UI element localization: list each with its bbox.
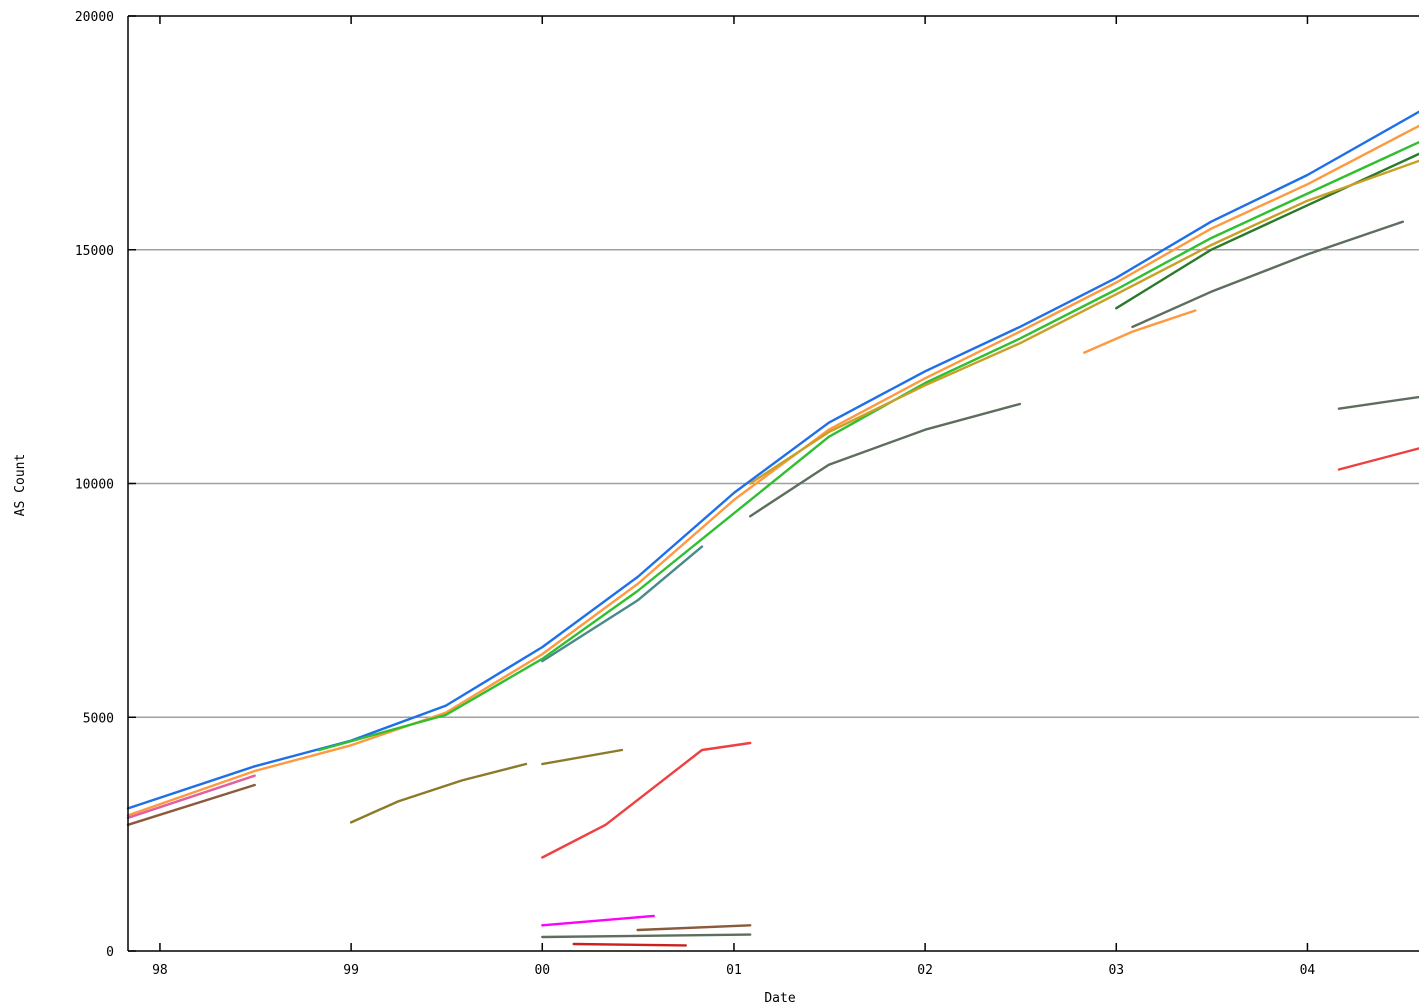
series-line-7 (126, 774, 256, 819)
series-line-17 (541, 914, 655, 927)
series-line-9 (749, 402, 1022, 518)
series-line-19 (541, 933, 752, 939)
series-line-14 (541, 741, 752, 859)
y-axis-title: AS Count (13, 454, 28, 517)
x-tick-label-02: 02 (917, 963, 933, 978)
series-line-13 (541, 748, 624, 766)
y-tick-label-20000: 20000 (75, 10, 114, 25)
x-tick-label-00: 00 (534, 963, 550, 978)
series-line-2 (126, 124, 1419, 817)
x-tick-label-01: 01 (726, 963, 742, 978)
x-tick-label-99: 99 (343, 963, 359, 978)
series-line-18 (636, 924, 752, 932)
grid-lines (128, 249, 1419, 718)
series-line-10 (1131, 220, 1405, 329)
x-tick-label-03: 03 (1108, 963, 1124, 978)
series-line-3 (318, 140, 1419, 752)
series-line-15 (1337, 447, 1419, 471)
series-line-5 (749, 159, 1419, 485)
x-axis-title: Date (764, 991, 795, 1006)
series-line-1 (126, 110, 1419, 810)
y-tick-label-0: 0 (106, 945, 114, 960)
series-line-6 (126, 783, 256, 826)
series-line-8 (541, 545, 704, 663)
y-axis-ticks: 0 5000 10000 15000 20000 (75, 10, 136, 960)
y-tick-label-15000: 15000 (75, 244, 114, 259)
x-tick-label-04: 04 (1300, 963, 1316, 978)
data-series (126, 110, 1419, 947)
y-tick-label-5000: 5000 (83, 711, 114, 726)
series-line-11 (1083, 309, 1197, 354)
x-tick-label-98: 98 (152, 963, 168, 978)
series-line-12 (349, 762, 528, 824)
series-line-20 (572, 942, 687, 947)
series-line-16 (1337, 395, 1419, 410)
y-tick-label-10000: 10000 (75, 478, 114, 493)
x-axis-ticks: 98 99 00 01 02 03 04 (152, 16, 1315, 978)
